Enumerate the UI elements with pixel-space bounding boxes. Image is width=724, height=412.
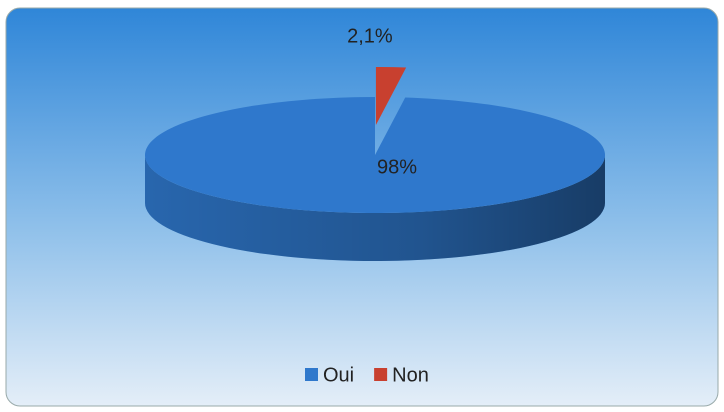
legend-swatch [374, 368, 388, 381]
legend-swatch [305, 368, 318, 381]
data-label: 98% [377, 156, 417, 178]
pie: 98% 2,1% [145, 25, 605, 261]
data-label: 2,1% [347, 25, 393, 47]
pie-slice [375, 67, 407, 125]
legend-label: Non [392, 364, 429, 386]
legend: Oui Non [305, 364, 429, 386]
pie-side-shade [145, 155, 605, 261]
pie-slice [145, 97, 605, 214]
legend-label: Oui [323, 364, 354, 386]
